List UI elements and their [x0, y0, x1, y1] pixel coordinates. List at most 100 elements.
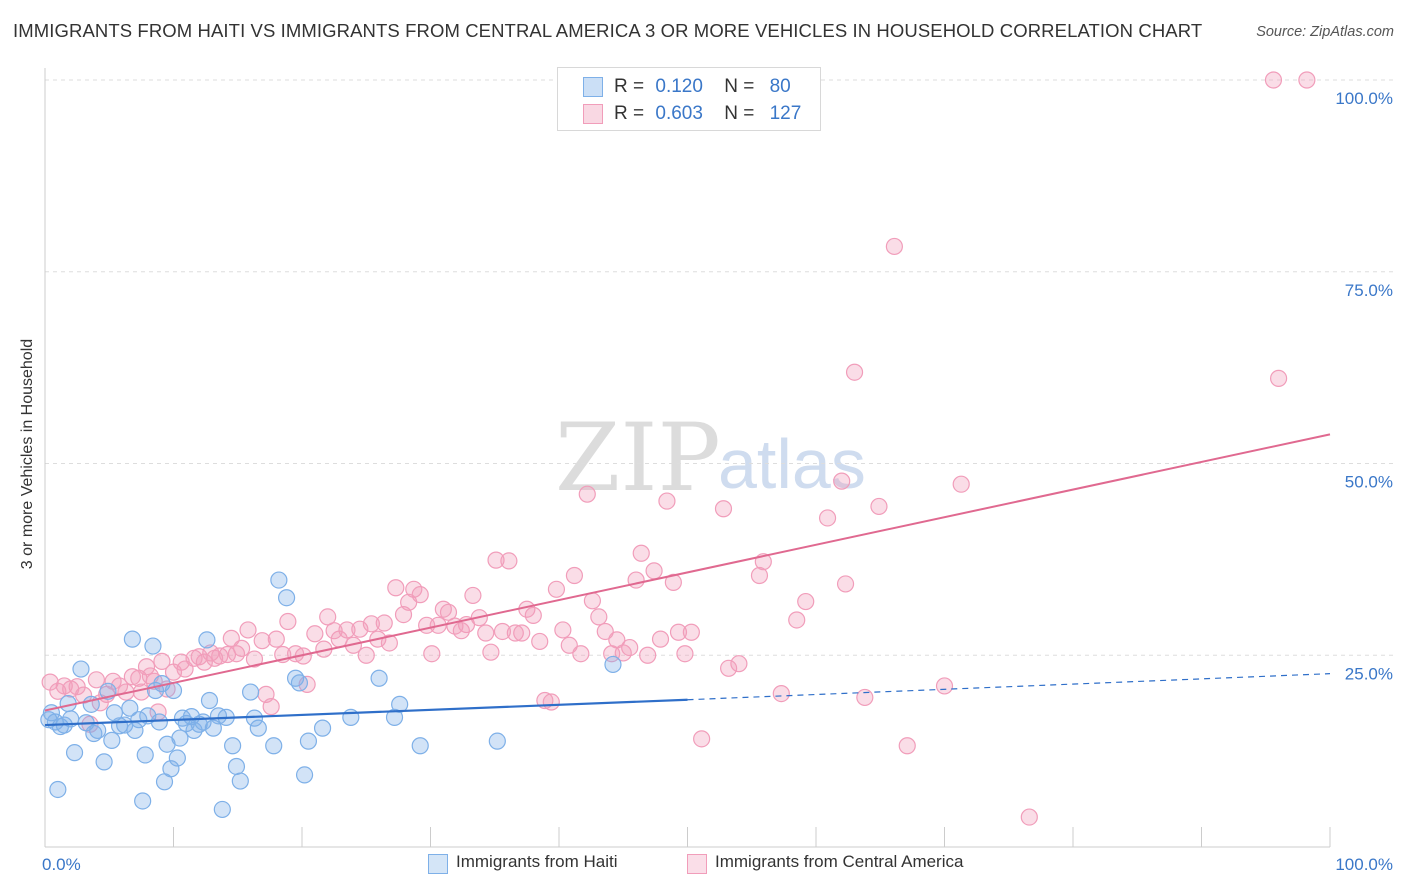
y-tick-label: 100.0% — [1335, 89, 1393, 108]
data-point-central-america — [560, 636, 578, 654]
data-point-central-america — [621, 638, 639, 657]
data-point-central-america — [195, 653, 213, 671]
data-point-central-america — [583, 592, 602, 610]
data-point-central-america — [856, 688, 874, 707]
data-point-central-america — [547, 580, 566, 598]
data-point-haiti — [295, 766, 314, 784]
legend-n-value: 80 — [769, 76, 791, 97]
data-point-central-america — [411, 586, 429, 604]
x-tick-label: 0.0% — [42, 855, 81, 874]
tick-labels: 25.0% 50.0% 75.0% 100.0% 0.0% 100.0% — [42, 89, 1393, 874]
data-point-haiti — [168, 749, 186, 767]
data-point-central-america — [693, 730, 711, 748]
data-point-central-america — [658, 492, 676, 510]
data-point-central-america — [1020, 808, 1038, 826]
data-point-central-america — [531, 632, 549, 651]
chart-title: IMMIGRANTS FROM HAITI VS IMMIGRANTS FROM… — [13, 20, 1203, 41]
data-point-central-america — [245, 650, 264, 668]
legend-r-value: 0.120 — [655, 76, 703, 97]
data-point-haiti — [213, 800, 231, 819]
data-point-haiti — [123, 630, 141, 648]
data-point-central-america — [645, 562, 663, 580]
data-point-central-america — [500, 552, 518, 570]
data-point-central-america — [664, 573, 682, 591]
data-point-central-america — [482, 643, 500, 661]
data-point-central-america — [632, 544, 650, 562]
data-point-haiti — [89, 721, 107, 740]
trend-lines — [44, 433, 1331, 727]
data-point-central-america — [714, 500, 733, 518]
data-point-central-america — [233, 639, 251, 657]
legend-label-central-america: Immigrants from Central America — [715, 852, 964, 871]
data-point-haiti — [136, 746, 154, 764]
data-point-central-america — [639, 646, 657, 664]
data-point-haiti — [265, 737, 283, 755]
data-point-central-america — [750, 566, 769, 585]
data-point-central-america — [542, 693, 560, 711]
data-point-central-america — [319, 608, 337, 626]
data-point-haiti — [231, 772, 249, 790]
data-point-haiti — [391, 695, 409, 713]
data-point-central-america — [1264, 71, 1283, 89]
data-point-central-america — [524, 606, 542, 624]
data-point-central-america — [87, 671, 106, 689]
y-tick-label: 50.0% — [1345, 473, 1393, 492]
data-point-central-america — [772, 684, 790, 703]
data-point-haiti — [95, 753, 113, 771]
data-point-haiti — [130, 711, 148, 729]
data-point-haiti — [171, 729, 189, 747]
data-point-haiti — [227, 757, 246, 776]
data-point-central-america — [325, 622, 343, 640]
legend-swatch-central-america — [583, 104, 603, 124]
data-point-haiti — [198, 631, 216, 649]
data-point-haiti — [411, 737, 429, 755]
data-point-central-america — [434, 600, 452, 618]
trend-line-haiti-extension — [687, 673, 1331, 701]
data-point-central-america — [375, 614, 393, 632]
data-point-central-america — [682, 623, 700, 641]
legend-swatch-central-america — [687, 854, 707, 874]
data-point-central-america — [464, 586, 482, 605]
data-point-haiti — [150, 713, 168, 731]
legend-r-value: 0.603 — [655, 103, 703, 124]
data-point-haiti — [72, 660, 90, 678]
data-point-central-america — [730, 655, 748, 673]
y-tick-label: 75.0% — [1345, 281, 1393, 300]
data-point-central-america — [572, 645, 590, 663]
data-point-central-america — [720, 659, 738, 677]
data-point-central-america — [797, 592, 815, 611]
data-point-central-america — [935, 677, 954, 695]
watermark: ZIP atlas — [555, 404, 866, 513]
data-point-central-america — [267, 630, 285, 648]
data-point-central-america — [833, 472, 851, 490]
data-point-central-america — [590, 608, 608, 626]
data-point-haiti — [200, 691, 219, 710]
data-point-central-america — [669, 623, 688, 641]
data-point-central-america — [596, 622, 614, 641]
data-point-central-america — [253, 632, 271, 650]
data-point-central-america — [1269, 369, 1288, 387]
data-point-central-america — [380, 634, 398, 652]
x-tick-label: 100.0% — [1335, 855, 1393, 874]
watermark-zip: ZIP — [555, 404, 721, 513]
data-point-haiti — [65, 744, 84, 762]
grid — [45, 79, 1395, 656]
data-point-central-america — [836, 575, 855, 593]
data-point-central-america — [818, 509, 837, 527]
data-point-central-america — [239, 621, 257, 639]
data-point-haiti — [249, 719, 267, 737]
legend-swatch-haiti — [583, 77, 603, 97]
data-point-central-america — [338, 621, 356, 639]
y-axis-label: 3 or more Vehicles in Household — [19, 338, 36, 570]
legend-n-label: N = — [724, 76, 755, 97]
y-tick-label: 25.0% — [1345, 664, 1393, 683]
legend-n-value: 127 — [769, 103, 802, 124]
data-point-central-america — [132, 683, 150, 701]
data-point-central-america — [578, 485, 596, 503]
data-point-central-america — [898, 737, 916, 755]
legend-r-label: R = — [614, 76, 645, 97]
data-point-central-america — [279, 612, 297, 631]
data-point-haiti — [224, 737, 242, 755]
data-point-central-america — [387, 579, 405, 597]
data-point-haiti — [105, 704, 123, 722]
